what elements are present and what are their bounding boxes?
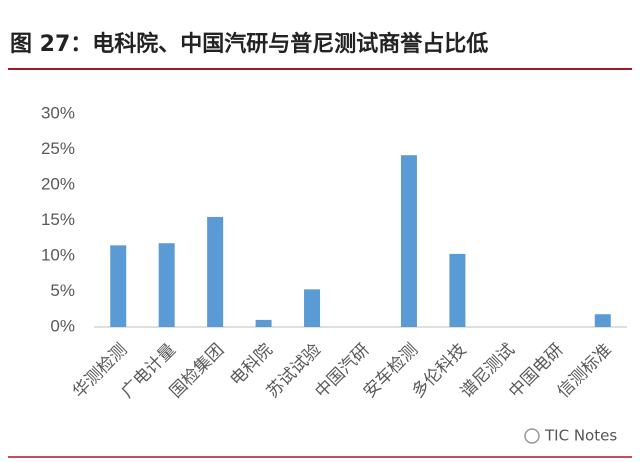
x-tick-label: 信测标准 xyxy=(554,340,616,402)
y-tick-label: 10% xyxy=(41,245,75,264)
chart-title: 图 27：电科院、中国汽研与普尼测试商誉占比低 xyxy=(10,31,488,57)
bar xyxy=(594,314,611,327)
y-tick-label: 0% xyxy=(50,316,75,335)
bar xyxy=(158,243,175,327)
watermark-icon xyxy=(524,428,540,444)
x-tick-label: 国检集团 xyxy=(166,340,228,402)
bar xyxy=(449,253,466,327)
y-tick-label: 15% xyxy=(41,210,75,229)
bar xyxy=(400,155,417,327)
watermark: TIC Notes xyxy=(544,427,617,445)
bar xyxy=(304,289,321,327)
y-tick-label: 30% xyxy=(41,103,75,122)
bar xyxy=(110,245,127,327)
bar xyxy=(255,319,272,327)
bar xyxy=(207,216,224,327)
y-tick-label: 5% xyxy=(50,281,75,300)
y-tick-label: 25% xyxy=(41,139,75,158)
y-tick-label: 20% xyxy=(41,174,75,193)
